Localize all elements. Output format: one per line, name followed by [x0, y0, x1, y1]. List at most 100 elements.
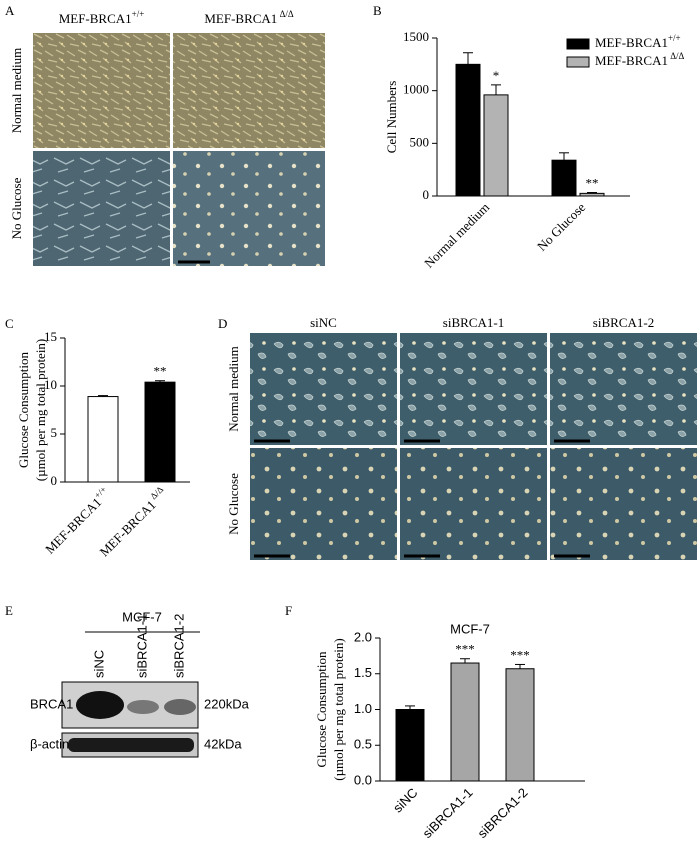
panel-label: D — [218, 316, 227, 331]
significance: ** — [154, 364, 167, 379]
significance: *** — [455, 642, 475, 657]
y-tick-label: 2.0 — [354, 629, 372, 644]
bar — [395, 709, 425, 782]
y-tick-label: 0.0 — [354, 772, 372, 787]
micrograph — [400, 448, 547, 560]
error-bar — [515, 663, 525, 669]
row-label: Normal medium — [9, 48, 24, 134]
micrograph — [33, 151, 170, 266]
chart-title: MCF-7 — [450, 621, 490, 636]
band — [76, 691, 124, 719]
legend-label-main: MEF-BRCA1 — [595, 53, 668, 68]
protein-label: BRCA1 — [30, 696, 73, 711]
band — [164, 699, 196, 715]
row-label: Normal medium — [226, 346, 241, 432]
x-tick-label: siBRCA1-2 — [474, 785, 530, 841]
panel-label: B — [373, 3, 382, 18]
y-tick-label: 1500 — [403, 29, 429, 44]
significance: *** — [510, 647, 530, 662]
legend-swatch — [566, 38, 590, 50]
y-tick-label: 500 — [410, 134, 430, 149]
band — [68, 738, 194, 752]
bar — [551, 159, 577, 197]
y-tick-label: 1000 — [403, 82, 429, 97]
protein-label: β-actin — [30, 736, 69, 751]
panel-label: A — [5, 3, 15, 18]
error-bar — [463, 52, 473, 65]
error-bar — [587, 192, 597, 194]
significance: ** — [586, 176, 599, 191]
bar — [579, 192, 605, 197]
row-label: No Glucose — [226, 473, 241, 535]
lane-label: siNC — [91, 650, 106, 678]
x-tick-label-main: MEF-BRCA1 — [42, 495, 104, 557]
micrograph — [33, 33, 170, 148]
micrograph — [250, 333, 397, 445]
error-bar — [460, 658, 470, 664]
error-bar — [491, 84, 501, 95]
size-label: 42kDa — [204, 736, 242, 751]
legend-swatch — [566, 56, 590, 68]
bar — [87, 396, 119, 483]
y-tick-label: 0 — [51, 473, 58, 488]
x-tick-label: No Glucose — [534, 199, 588, 253]
bar — [450, 662, 480, 782]
y-axis-label: Glucose Consumption — [16, 352, 31, 468]
micrograph — [173, 151, 325, 266]
column-header-main: MEF-BRCA1 — [59, 11, 132, 26]
error-bar — [405, 705, 415, 710]
x-tick-label: siBRCA1-1 — [419, 785, 475, 841]
micrograph — [173, 33, 325, 148]
micrograph — [400, 333, 547, 445]
column-header: MEF-BRCA1+/+ — [59, 9, 145, 26]
x-tick-label-main: MEF-BRCA1 — [96, 497, 158, 559]
legend-label-sup: +/+ — [668, 33, 681, 43]
column-header: siBRCA1-2 — [593, 315, 654, 330]
panel-label: C — [5, 316, 14, 331]
y-tick-label: 5 — [51, 425, 58, 440]
legend-label-main: MEF-BRCA1 — [595, 35, 668, 50]
column-header-main: MEF-BRCA1 — [204, 11, 277, 26]
micrograph — [250, 448, 397, 560]
lane-label: siBRCA1-2 — [171, 614, 186, 678]
y-tick-label: 15 — [44, 329, 57, 344]
legend-label: MEF-BRCA1 Δ/Δ — [595, 51, 685, 68]
y-axis-label: Glucose Consumption — [314, 651, 329, 767]
column-header: siBRCA1-1 — [443, 315, 504, 330]
error-bar — [98, 395, 108, 397]
panel-label: E — [5, 603, 13, 618]
legend-label-sup: Δ/Δ — [668, 51, 685, 61]
bar — [505, 668, 535, 782]
size-label: 220kDa — [204, 696, 250, 711]
error-bar — [155, 380, 165, 383]
band — [127, 700, 159, 714]
micrograph — [550, 333, 697, 445]
bar — [144, 381, 176, 483]
y-tick-label: 1.0 — [354, 701, 372, 716]
column-header: siNC — [310, 315, 337, 330]
y-tick-label: 0.5 — [354, 737, 372, 752]
y-axis-label: Cell Numbers — [384, 81, 399, 154]
x-tick-label: MEF-BRCA1 Δ/Δ — [95, 484, 170, 559]
significance: * — [493, 68, 500, 83]
y-tick-label: 10 — [44, 377, 57, 392]
y-axis-label: (µmol per mg total protein) — [33, 339, 48, 482]
panel-label: F — [285, 603, 292, 618]
legend-label: MEF-BRCA1+/+ — [595, 33, 681, 50]
x-tick-label: Normal medium — [421, 200, 492, 271]
x-tick-label: siNC — [390, 785, 421, 816]
bar — [483, 94, 509, 197]
y-tick-label: 1.5 — [354, 665, 372, 680]
micrograph — [550, 448, 697, 560]
column-header: MEF-BRCA1 Δ/Δ — [204, 9, 294, 26]
y-axis-label: (µmol per mg total protein) — [331, 638, 346, 781]
column-header-sup: +/+ — [132, 9, 145, 19]
column-header-sup: Δ/Δ — [277, 9, 294, 19]
western-blot — [61, 631, 200, 758]
y-tick-label: 0 — [423, 187, 430, 202]
bar — [455, 63, 481, 197]
cell-line: MCF-7 — [122, 609, 162, 624]
row-label: No Glucose — [9, 177, 24, 239]
error-bar — [559, 152, 569, 161]
